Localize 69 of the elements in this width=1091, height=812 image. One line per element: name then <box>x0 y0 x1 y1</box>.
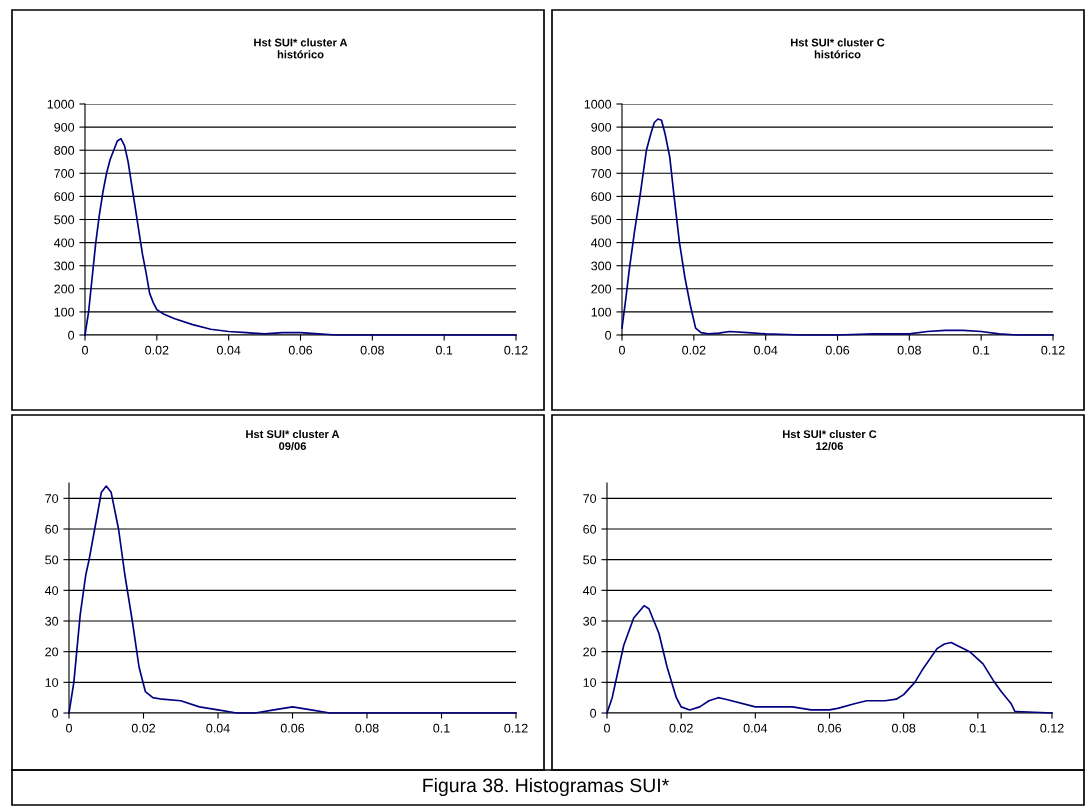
y-tick-label: 10 <box>45 678 59 687</box>
y-tick-label: 800 <box>54 146 75 155</box>
y-tick-label: 1000 <box>47 99 75 109</box>
chart-title: Hst SUI* cluster C 12/06 <box>783 429 877 451</box>
y-tick-label: 50 <box>583 555 597 565</box>
x-tick-label: 0.08 <box>897 345 921 355</box>
y-tick-label: 900 <box>591 122 612 132</box>
x-tick-label: 0.04 <box>216 345 241 355</box>
x-tick-label: 0 <box>82 345 88 355</box>
y-tick-label: 60 <box>45 524 59 534</box>
y-tick-label: 300 <box>54 261 75 271</box>
y-tick-label: 500 <box>54 215 75 225</box>
y-tick-label: 200 <box>54 284 75 294</box>
y-tick-label: 50 <box>45 555 59 565</box>
y-tick-label: 600 <box>54 192 75 202</box>
x-tick-label: 0.1 <box>972 345 990 355</box>
y-tick-label: 20 <box>583 647 597 657</box>
x-tick-label: 0 <box>619 345 625 355</box>
x-tick-label: 0.02 <box>145 345 169 355</box>
x-tick-label: 0.04 <box>743 723 768 733</box>
y-tick-label: 0 <box>605 330 612 340</box>
x-tick-label: 0.08 <box>891 723 916 733</box>
y-tick-label: 30 <box>583 616 597 626</box>
x-tick-label: 0.1 <box>433 723 450 733</box>
x-tick-label: 0.12 <box>504 723 528 733</box>
y-tick-label: 800 <box>591 146 612 155</box>
y-tick-label: 60 <box>583 524 597 534</box>
y-tick-label: 40 <box>582 586 597 595</box>
y-tick-label: 400 <box>54 238 75 248</box>
y-tick-label: 300 <box>591 261 612 271</box>
y-tick-label: 0 <box>68 330 75 340</box>
y-tick-label: 900 <box>54 122 75 132</box>
chart-title: Hst SUI* cluster A 09/06 <box>246 429 340 451</box>
x-tick-label: 0.08 <box>355 723 379 733</box>
x-tick-label: 0.04 <box>206 723 230 733</box>
y-tick-label: 10 <box>583 678 597 687</box>
x-tick-label: 0.06 <box>825 345 850 355</box>
y-tick-label: 70 <box>583 494 597 503</box>
y-tick-label: 700 <box>54 169 75 178</box>
y-tick-label: 400 <box>591 238 612 248</box>
x-tick-label: 0.06 <box>280 723 305 733</box>
text: Figura 38. Histogramas SUI* <box>423 777 669 797</box>
y-tick-label: 40 <box>44 586 59 595</box>
y-tick-label: 30 <box>45 616 59 626</box>
y-tick-label: 100 <box>54 307 75 317</box>
x-tick-label: 0.08 <box>360 345 384 355</box>
y-tick-label: 1000 <box>584 99 612 109</box>
x-tick-label: 0.12 <box>504 345 528 355</box>
y-tick-label: 600 <box>591 192 612 202</box>
chart-title: Hst SUI* cluster A histórico <box>254 38 348 59</box>
x-tick-label: 0.02 <box>669 723 693 733</box>
y-tick-label: 20 <box>45 647 59 657</box>
y-tick-label: 500 <box>591 215 612 225</box>
y-tick-label: 0 <box>52 708 59 718</box>
x-tick-label: 0.1 <box>435 345 453 355</box>
chart-title: Hst SUI* cluster C histórico <box>791 38 885 59</box>
x-tick-label: 0.12 <box>1040 723 1064 733</box>
y-tick-label: 100 <box>591 307 612 317</box>
y-tick-label: 200 <box>591 284 612 294</box>
x-tick-label: 0.04 <box>753 345 778 355</box>
x-tick-label: 0.06 <box>288 345 313 355</box>
x-tick-label: 0.06 <box>817 723 842 733</box>
x-tick-label: 0.1 <box>969 723 986 733</box>
x-tick-label: 0.02 <box>682 345 706 355</box>
x-tick-label: 0.12 <box>1041 345 1065 355</box>
y-tick-label: 0 <box>590 708 597 718</box>
x-tick-label: 0.02 <box>131 723 156 733</box>
y-tick-label: 700 <box>591 169 612 178</box>
y-tick-label: 70 <box>45 494 59 503</box>
